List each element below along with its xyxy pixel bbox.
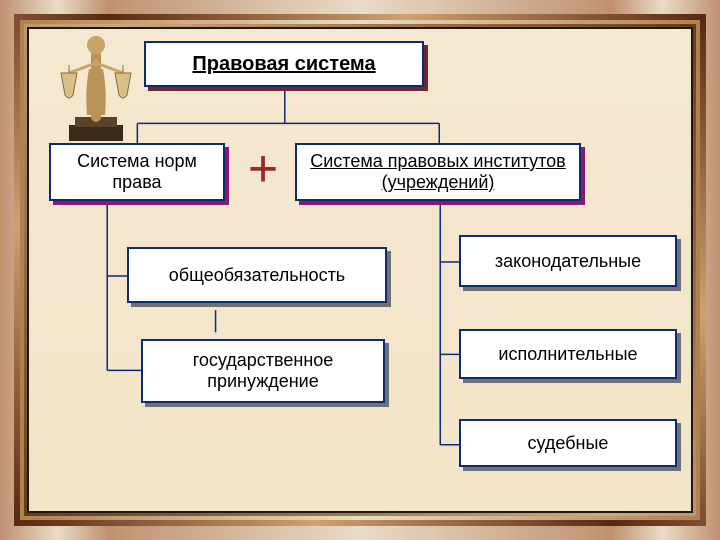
decorative-frame-mid: Правовая система Система норм права Систем…	[14, 14, 706, 526]
left-child-box-0: общеобязательность	[127, 247, 387, 303]
system-of-norms-box: Система норм права	[49, 143, 225, 201]
plus-icon: +	[241, 147, 285, 191]
title-box: Правовая система	[144, 41, 424, 87]
left-child-box-1: государственное принуждение	[141, 339, 385, 403]
right-child-box-1: исполнительные	[459, 329, 677, 379]
right-child-box-2: судебные	[459, 419, 677, 467]
decorative-frame-outer: Правовая система Система норм права Систем…	[0, 0, 720, 540]
diagram-stage: Правовая система Система норм права Систем…	[29, 29, 691, 511]
decorative-frame-inner: Правовая система Система норм права Систем…	[24, 24, 696, 516]
justice-statue-icon	[51, 29, 141, 147]
diagram-canvas: Правовая система Система норм права Систем…	[29, 29, 691, 511]
system-of-institutions-box: Система правовых институтов (учреждений)	[295, 143, 581, 201]
right-child-box-0: законодательные	[459, 235, 677, 287]
